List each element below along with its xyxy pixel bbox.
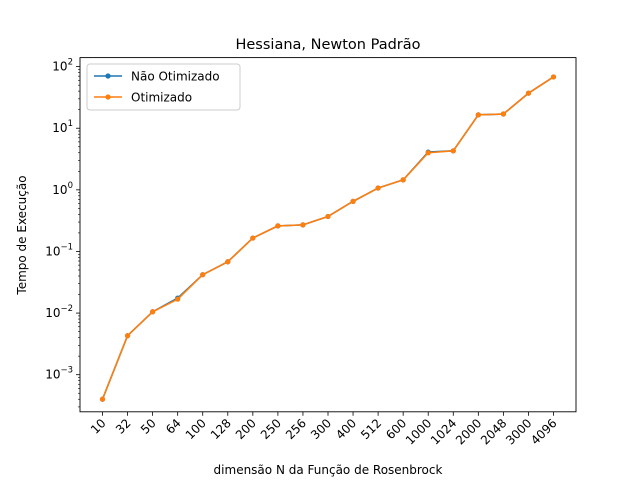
y-tick-label: 100 — [52, 181, 73, 197]
x-tick-label: 3000 — [503, 416, 534, 447]
x-tick-label: 4096 — [528, 416, 559, 447]
series-2-point — [150, 309, 156, 315]
legend-label-1: Não Otimizado — [131, 70, 220, 84]
x-tick-label: 256 — [283, 416, 309, 442]
x-tick-label: 200 — [233, 416, 259, 442]
x-tick-label: 64 — [163, 416, 184, 437]
series-2-point — [175, 296, 181, 302]
x-tick-label: 32 — [113, 416, 134, 437]
series-2-point — [200, 272, 206, 278]
x-tick-label: 400 — [333, 416, 359, 442]
y-tick-base: 10 — [45, 368, 60, 382]
y-tick-exponent: −3 — [60, 366, 73, 376]
x-tick-label: 2048 — [478, 416, 509, 447]
y-tick-exponent: 0 — [68, 181, 73, 191]
legend-box — [86, 63, 241, 111]
legend-marker-1 — [105, 73, 111, 79]
series-2-point — [375, 185, 381, 191]
plot-area — [79, 57, 577, 413]
x-tick-label: 250 — [258, 416, 284, 442]
x-tick-label: 2000 — [453, 416, 484, 447]
y-axis-label: Tempo de Execução — [15, 175, 29, 295]
series-2-point — [425, 150, 431, 156]
y-tick-label: 102 — [52, 58, 73, 74]
series-2-point — [550, 74, 557, 80]
series-2-point — [525, 90, 532, 96]
series-2-point — [325, 213, 331, 220]
x-tick-label: 10 — [88, 416, 109, 437]
legend-marker-2 — [105, 94, 111, 100]
x-tick-label: 512 — [358, 416, 384, 442]
y-tick-exponent: 2 — [68, 58, 73, 68]
y-tick-exponent: −2 — [60, 304, 73, 314]
x-tick-label: 100 — [183, 416, 209, 442]
y-tick-base: 10 — [45, 244, 60, 258]
legend: Não Otimizado Otimizado — [86, 63, 241, 111]
series-2-point — [400, 177, 406, 183]
x-tick-label: 50 — [138, 416, 159, 437]
x-axis: 10 32 50 6410012820025025630040051260010001… — [88, 411, 560, 448]
x-tick-label: 300 — [308, 416, 334, 442]
series-2-point — [250, 235, 256, 241]
y-tick-base: 10 — [52, 183, 67, 197]
legend-label-2: Otimizado — [131, 91, 192, 105]
y-tick-label: 10−2 — [45, 304, 73, 320]
series-2-point — [475, 112, 481, 118]
series-2-point — [124, 333, 131, 339]
x-tick-label: 1000 — [403, 416, 434, 447]
y-tick-label: 10−1 — [45, 242, 73, 258]
series-2-point — [99, 396, 106, 402]
chart-title: Hessiana, Newton Padrão — [235, 37, 420, 53]
x-tick-label: 1024 — [428, 416, 459, 447]
series-2-point — [500, 111, 506, 117]
y-tick-base: 10 — [45, 306, 60, 320]
series-2-point — [450, 148, 456, 154]
series-layer — [99, 74, 557, 402]
x-tick-label: 128 — [208, 416, 234, 442]
y-tick-label: 10−3 — [45, 366, 73, 382]
y-tick-base: 10 — [52, 60, 67, 74]
series-2-point — [350, 198, 356, 204]
y-tick-base: 10 — [52, 121, 67, 135]
y-tick-exponent: 1 — [68, 119, 73, 129]
series-2-point — [300, 222, 306, 228]
y-tick-exponent: −1 — [60, 242, 73, 252]
y-tick-label: 101 — [52, 119, 73, 135]
series-2-point — [275, 223, 281, 229]
x-axis-label: dimensão N da Função de Rosenbrock — [214, 463, 443, 477]
series-2-point — [225, 259, 231, 265]
